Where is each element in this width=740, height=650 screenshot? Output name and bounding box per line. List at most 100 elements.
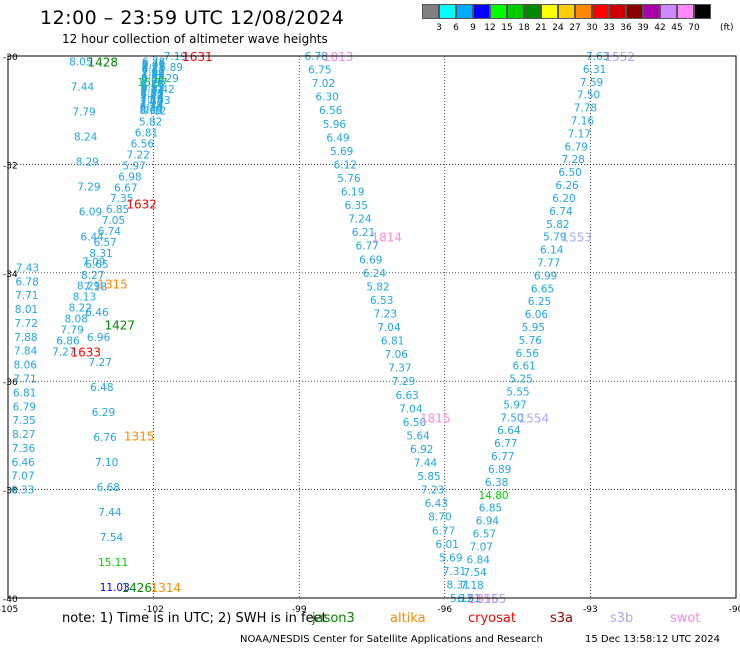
wave-height-value: 8.06	[14, 360, 38, 372]
wave-height-value: 8.13	[73, 292, 96, 304]
legend-label: 36	[620, 23, 632, 33]
wave-height-value: 7.79	[72, 106, 95, 118]
wave-height-value: 7.43	[16, 262, 39, 274]
credit-footer: NOAA/NESDIS Center for Satellite Applica…	[240, 634, 543, 645]
orbit-label: 1631	[182, 50, 213, 64]
legend-swatch	[592, 4, 609, 19]
wave-height-value: 6.57	[93, 237, 116, 249]
legend-swatch	[677, 4, 694, 19]
wave-height-value: 15.97	[138, 77, 168, 89]
wave-height-value: 7.84	[14, 346, 38, 358]
wave-height-value: 8.42	[151, 84, 174, 96]
wave-height-value: 6.21	[352, 227, 375, 239]
wave-height-value: 7.29	[77, 182, 100, 194]
x-tick-label: -90	[729, 605, 740, 615]
wave-height-value: 7.29	[155, 73, 178, 85]
legend-swatch	[422, 4, 439, 19]
wave-height-value: 7.59	[580, 77, 603, 89]
wave-height-value: 5.76	[519, 335, 543, 347]
wave-height-value: 7.69	[141, 68, 164, 80]
legend-label: 24	[552, 23, 564, 33]
legend-swatch	[694, 4, 711, 19]
wave-height-value: 6.85	[479, 503, 502, 515]
wave-height-value: 6.25	[528, 296, 551, 308]
wave-height-value: 7.09	[142, 60, 165, 72]
wave-height-value: 6.01	[436, 539, 459, 551]
legend-label: 70	[688, 23, 700, 33]
wave-height-value: 8.29	[76, 157, 99, 169]
orbit-label: 1315	[97, 278, 128, 292]
wave-height-value: 8.24	[140, 101, 164, 113]
satellite-altika: altika	[390, 611, 426, 626]
x-tick-label: -102	[143, 605, 163, 615]
y-tick-label: -32	[3, 161, 18, 171]
wave-height-value: 7.79	[140, 100, 163, 112]
wave-height-value: 7.70	[140, 90, 163, 102]
orbit-label: 1633	[71, 345, 102, 359]
wave-height-value: 7.35	[110, 193, 133, 205]
wave-height-value: 5.76	[337, 173, 361, 185]
wave-height-value: 7.24	[348, 214, 372, 226]
wave-height-value: 6.34	[141, 73, 165, 85]
wave-height-value: 6.29	[92, 407, 115, 419]
y-tick-label: -40	[3, 595, 18, 605]
wave-height-value: 5.12	[450, 593, 473, 605]
wave-height-value: 8.27	[81, 270, 104, 282]
legend-swatch	[490, 4, 507, 19]
wave-height-value: 8.16	[141, 79, 165, 91]
wave-height-value: 6.99	[141, 71, 164, 83]
wave-height-value: 7.27	[89, 357, 112, 369]
orbit-label: 1314	[151, 581, 182, 595]
wave-height-value: 8.29	[77, 281, 100, 293]
wave-height-value: 6.77	[432, 525, 455, 537]
wave-height-value: 8.29	[140, 103, 163, 115]
wave-height-value: 6.65	[85, 259, 108, 271]
wave-height-value: 7.23	[374, 308, 397, 320]
legend-swatch	[473, 4, 490, 19]
wave-height-value: 6.96	[87, 332, 111, 344]
wave-height-value: 7.44	[98, 507, 122, 519]
wave-height-value: 6.77	[355, 241, 378, 253]
wave-height-value: 7.27	[52, 346, 75, 358]
wave-height-value: 5.82	[546, 219, 569, 231]
y-tick-label: -34	[3, 270, 18, 280]
footer-timestamp: 15 Dec 13:58:12 UTC 2024	[585, 634, 720, 645]
wave-height-value: 6.19	[341, 187, 364, 199]
wave-height-value: 5.79	[543, 232, 566, 244]
wave-height-value: 6.46	[85, 307, 109, 319]
legend-unit: (ft)	[720, 23, 734, 33]
wave-height-value: 7.44	[414, 458, 438, 470]
plot-frame	[7, 55, 737, 599]
footnote: note: 1) Time is in UTC; 2) SWH is in fe…	[62, 611, 327, 626]
x-tick-label: -99	[292, 605, 307, 615]
satellite-s3a: s3a	[550, 611, 574, 626]
wave-height-value: 6.71	[142, 62, 165, 74]
wave-height-value: 6.06	[525, 309, 549, 321]
wave-height-value: 7.18	[84, 282, 107, 294]
wave-height-value: 6.81	[381, 336, 404, 348]
wave-height-value: 6.59	[141, 81, 164, 93]
y-tick-label: -38	[3, 487, 18, 497]
wave-height-value: 6.65	[531, 283, 554, 295]
wave-height-value: 7.04	[377, 322, 401, 334]
wave-height-value: 6.50	[403, 417, 426, 429]
wave-height-value: 7.09	[82, 257, 105, 269]
legend-label: 3	[436, 23, 442, 33]
wave-height-value: 7.44	[71, 81, 95, 93]
legend-label: 21	[535, 23, 547, 33]
wave-height-value: 6.79	[13, 401, 36, 413]
wave-height-value: 7.78	[574, 103, 597, 115]
wave-height-value: 6.38	[485, 477, 508, 489]
wave-height-value: 7.12	[143, 106, 166, 118]
wave-height-value: 7.22	[127, 149, 150, 161]
wave-height-value: 8.27	[12, 429, 35, 441]
wave-height-value: 6.67	[114, 182, 137, 194]
legend-swatch	[524, 4, 541, 19]
legend-label: 18	[518, 23, 530, 33]
wave-height-value: 6.64	[497, 425, 521, 437]
wave-height-value: 6.76	[93, 432, 117, 444]
wave-height-value: 7.04	[141, 75, 165, 87]
wave-height-value: 6.33	[11, 485, 34, 497]
wave-height-value: 6.89	[488, 464, 511, 476]
legend-swatch	[507, 4, 524, 19]
